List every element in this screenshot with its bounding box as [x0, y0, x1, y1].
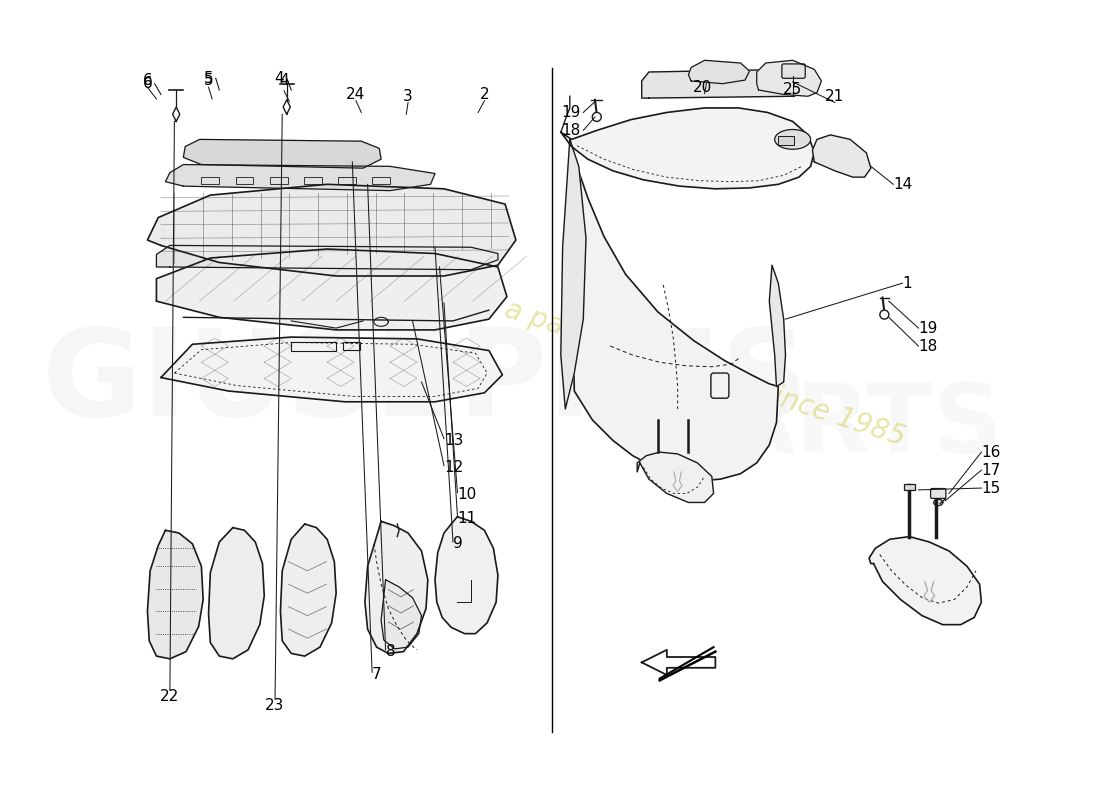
Polygon shape [434, 517, 498, 634]
Polygon shape [689, 60, 749, 84]
Text: 6: 6 [143, 76, 152, 91]
Polygon shape [165, 165, 434, 190]
Bar [343, 342, 360, 350]
Polygon shape [156, 246, 498, 270]
Text: 17: 17 [981, 462, 1001, 478]
Polygon shape [209, 528, 264, 659]
Polygon shape [561, 139, 586, 409]
Text: 14: 14 [893, 177, 913, 192]
Text: 5: 5 [204, 74, 213, 89]
Polygon shape [813, 135, 871, 177]
Bar [338, 177, 356, 184]
Polygon shape [570, 139, 779, 481]
Ellipse shape [774, 130, 811, 150]
Bar [904, 483, 915, 490]
Text: a passion for parts since 1985: a passion for parts since 1985 [500, 295, 909, 451]
Text: 22: 22 [161, 689, 179, 704]
Text: 5: 5 [204, 70, 213, 86]
Circle shape [592, 113, 602, 122]
Bar [235, 177, 253, 184]
Circle shape [880, 310, 889, 319]
FancyBboxPatch shape [931, 489, 946, 498]
Polygon shape [637, 452, 714, 502]
Text: 20: 20 [693, 80, 713, 94]
Text: 21: 21 [825, 89, 845, 104]
Text: 12: 12 [444, 460, 463, 475]
Text: 19: 19 [918, 321, 938, 336]
Text: 3: 3 [404, 89, 412, 104]
Text: 16: 16 [981, 445, 1001, 460]
Text: GIUSEPPES: GIUSEPPES [42, 323, 810, 441]
Polygon shape [156, 249, 507, 330]
Polygon shape [757, 60, 822, 96]
Polygon shape [184, 139, 381, 168]
FancyBboxPatch shape [782, 64, 805, 78]
Polygon shape [147, 530, 204, 659]
Polygon shape [280, 524, 337, 656]
Polygon shape [769, 266, 785, 386]
Text: 4: 4 [275, 70, 285, 86]
Polygon shape [365, 522, 428, 654]
Bar [201, 177, 219, 184]
Text: 15: 15 [981, 481, 1001, 495]
Polygon shape [561, 108, 814, 189]
Polygon shape [147, 184, 516, 276]
Text: 18: 18 [561, 123, 581, 138]
Text: 7: 7 [372, 666, 382, 682]
Text: 19: 19 [561, 105, 581, 120]
Text: 25: 25 [783, 82, 802, 98]
Text: 10: 10 [458, 487, 476, 502]
Text: 23: 23 [265, 698, 285, 713]
Text: PARTS: PARTS [658, 381, 1003, 474]
Polygon shape [641, 662, 715, 671]
Text: 11: 11 [458, 511, 476, 526]
Text: 9: 9 [453, 536, 463, 551]
Bar [304, 177, 322, 184]
Polygon shape [161, 337, 503, 402]
Polygon shape [641, 654, 715, 662]
Bar [779, 136, 794, 145]
Text: 13: 13 [444, 433, 463, 448]
Text: 6: 6 [143, 74, 152, 89]
Polygon shape [641, 70, 811, 98]
Text: 8: 8 [386, 644, 395, 659]
Bar [270, 177, 287, 184]
Polygon shape [869, 537, 981, 625]
Text: 18: 18 [918, 338, 937, 354]
Text: 4: 4 [279, 74, 289, 89]
Bar [292, 342, 337, 350]
Bar [372, 177, 390, 184]
Text: 24: 24 [346, 87, 365, 102]
Polygon shape [641, 650, 715, 675]
Text: 1: 1 [902, 276, 912, 290]
Text: 2: 2 [480, 87, 490, 102]
Polygon shape [381, 580, 421, 649]
